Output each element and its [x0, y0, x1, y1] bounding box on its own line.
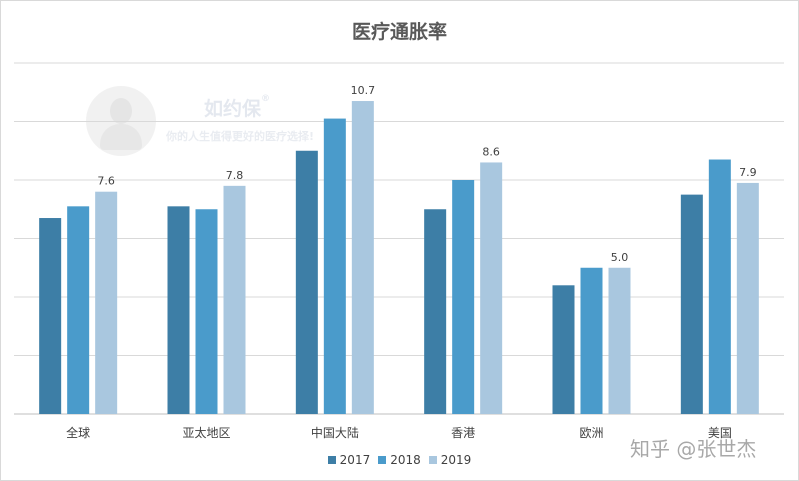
chart-title: 医疗通胀率 [351, 21, 447, 43]
bar-2017 [39, 218, 62, 414]
data-label: 5.0 [611, 251, 629, 264]
watermark-slogan: 你的人生值得更好的医疗选择! [166, 130, 315, 143]
bar-2017 [167, 206, 190, 414]
x-tick-label: 中国大陆 [311, 425, 359, 440]
bar-2017 [424, 209, 447, 414]
avatar-head-shape [110, 98, 132, 124]
bar-2019 [95, 191, 118, 414]
chart-legend: 2017 2018 2019 [0, 453, 799, 467]
x-tick-label: 欧洲 [579, 426, 603, 440]
bar-2017 [552, 285, 575, 414]
legend-label: 2019 [440, 453, 472, 467]
bar-2018 [323, 118, 346, 414]
watermark-brand-text: 如约保 [204, 98, 262, 120]
legend-swatch [378, 456, 387, 464]
legend-swatch [327, 456, 336, 464]
credit-watermark: 知乎 @张世杰 [630, 437, 757, 461]
bar-2017 [295, 150, 318, 414]
bar-2017 [680, 194, 703, 414]
bar-2019 [480, 162, 503, 414]
data-label: 7.8 [226, 169, 244, 182]
x-tick-label: 美国 [708, 426, 732, 440]
legend-swatch [428, 456, 437, 464]
legend-item: 2018 [378, 453, 421, 467]
avatar-body-shape [100, 124, 142, 150]
x-tick-label: 香港 [451, 426, 475, 440]
data-label: 7.6 [97, 175, 115, 188]
data-label: 10.7 [351, 84, 376, 97]
legend-item: 2017 [327, 453, 371, 467]
bar-2018 [452, 180, 475, 414]
legend-item: 2019 [428, 453, 472, 467]
data-label: 8.6 [482, 145, 500, 158]
bar-2019 [223, 185, 246, 414]
bar-2018 [67, 206, 90, 414]
watermark-reg-mark: ® [261, 94, 271, 104]
bar-2019 [736, 182, 759, 414]
legend-label: 2017 [339, 453, 371, 467]
x-tick-label: 全球 [66, 425, 90, 440]
bar-2018 [580, 267, 603, 414]
bar-2019 [608, 267, 631, 414]
watermark-brand: 如约保® [204, 94, 270, 121]
bar-2018 [195, 209, 218, 414]
x-tick-label: 亚太地区 [182, 425, 230, 440]
bar-2018 [708, 159, 731, 414]
legend-label: 2018 [390, 453, 421, 467]
data-label: 7.9 [739, 166, 757, 179]
bar-2019 [351, 101, 374, 415]
